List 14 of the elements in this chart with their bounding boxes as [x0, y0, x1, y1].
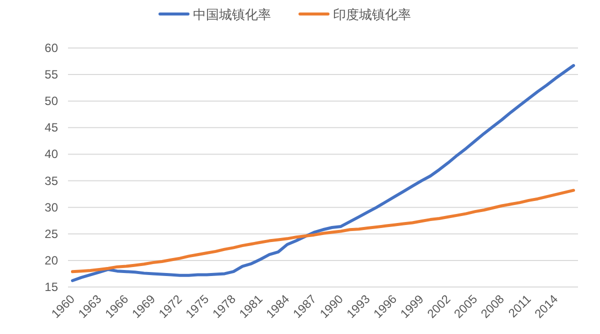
- y-tick-label: 55: [44, 68, 58, 82]
- line-series: [70, 64, 576, 282]
- y-tick-label: 20: [44, 253, 58, 268]
- y-tick-label: 60: [44, 41, 58, 55]
- y-tick-label: 30: [44, 200, 58, 214]
- y-tick-label: 25: [44, 226, 58, 241]
- legend-label: 印度城镇化率: [333, 7, 411, 22]
- y-tick-label: 45: [44, 120, 58, 135]
- y-tick-label: 15: [44, 280, 58, 294]
- legend-label: 中国城镇化率: [193, 7, 271, 22]
- y-tick-label: 35: [44, 174, 58, 188]
- y-tick-label: 50: [44, 94, 58, 108]
- y-tick-label: 40: [44, 147, 58, 162]
- line-series: [70, 188, 576, 274]
